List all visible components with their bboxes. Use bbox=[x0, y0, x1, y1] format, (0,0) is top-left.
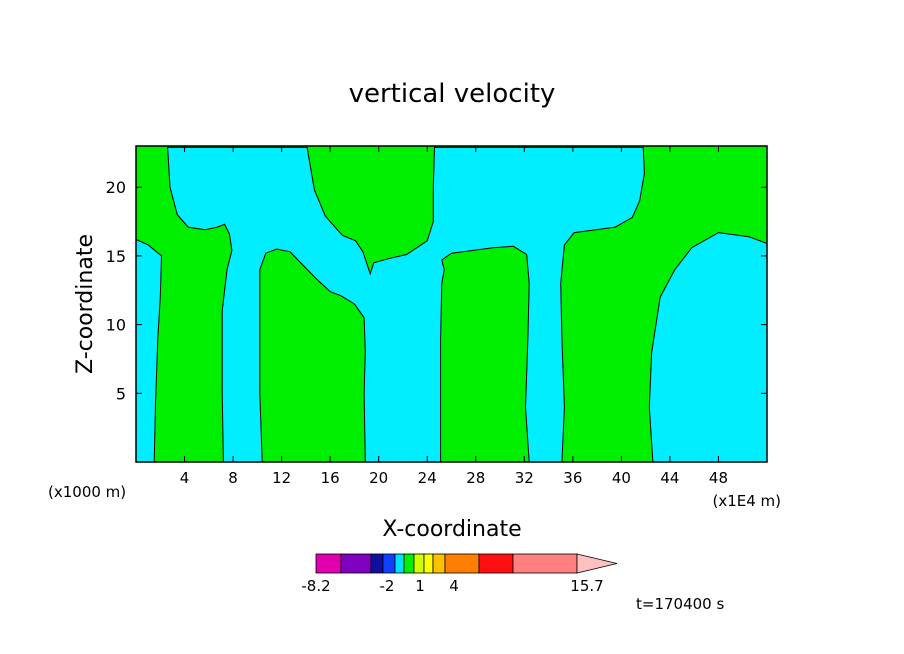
region-negative-0 bbox=[135, 238, 163, 463]
colorbar-segment bbox=[403, 553, 415, 574]
colorbar-segment bbox=[478, 553, 514, 574]
x-tick-label: 28 bbox=[466, 469, 485, 487]
colorbar-segment bbox=[423, 553, 434, 574]
x-unit-right: (x1E4 m) bbox=[712, 492, 781, 510]
y-tick-label: 20 bbox=[106, 178, 126, 197]
colorbar-arrow bbox=[576, 553, 618, 574]
colorbar-segment bbox=[413, 553, 425, 574]
x-tick-label: 24 bbox=[418, 469, 437, 487]
y-tick-label: 10 bbox=[106, 316, 126, 335]
x-tick-label: 48 bbox=[709, 469, 728, 487]
colorbar-segment bbox=[444, 553, 480, 574]
x-tick-label: 36 bbox=[563, 469, 582, 487]
x-tick-label: 8 bbox=[228, 469, 238, 487]
chart-title: vertical velocity bbox=[349, 79, 556, 109]
y-tick-label: 5 bbox=[116, 384, 126, 403]
time-label: t=170400 s bbox=[636, 595, 724, 613]
x-tick-label: 40 bbox=[612, 469, 631, 487]
colorbar-tick-label: -8.2 bbox=[301, 577, 330, 595]
plot-frame bbox=[135, 145, 768, 463]
x-unit-left: (x1000 m) bbox=[48, 483, 126, 501]
y-axis-label: Z-coordinate bbox=[73, 234, 98, 374]
colorbar-segment bbox=[432, 553, 446, 574]
x-tick-label: 20 bbox=[369, 469, 388, 487]
x-tick-label: 32 bbox=[515, 469, 534, 487]
x-axis-label: X-coordinate bbox=[382, 517, 521, 542]
colorbar-segment bbox=[382, 553, 396, 574]
colorbar: -8.2 -2 1 4 15.7 bbox=[301, 553, 618, 595]
colorbar-tick-label: 1 bbox=[415, 577, 425, 595]
colorbar-tick-label: 15.7 bbox=[570, 577, 603, 595]
colorbar-segment bbox=[394, 553, 405, 574]
negative-regions bbox=[135, 146, 768, 463]
colorbar-segment bbox=[315, 553, 342, 574]
x-tick-label: 16 bbox=[321, 469, 340, 487]
y-tick-label: 15 bbox=[106, 247, 126, 266]
region-negative-1 bbox=[167, 146, 645, 463]
colorbar-segment bbox=[512, 553, 578, 574]
x-tick-label: 4 bbox=[180, 469, 190, 487]
colorbar-segment bbox=[340, 553, 372, 574]
colorbar-tick-label: 4 bbox=[449, 577, 459, 595]
x-tick-label: 12 bbox=[272, 469, 291, 487]
colorbar-tick-label: -2 bbox=[380, 577, 395, 595]
x-tick-label: 44 bbox=[660, 469, 679, 487]
colorbar-segment bbox=[370, 553, 384, 574]
